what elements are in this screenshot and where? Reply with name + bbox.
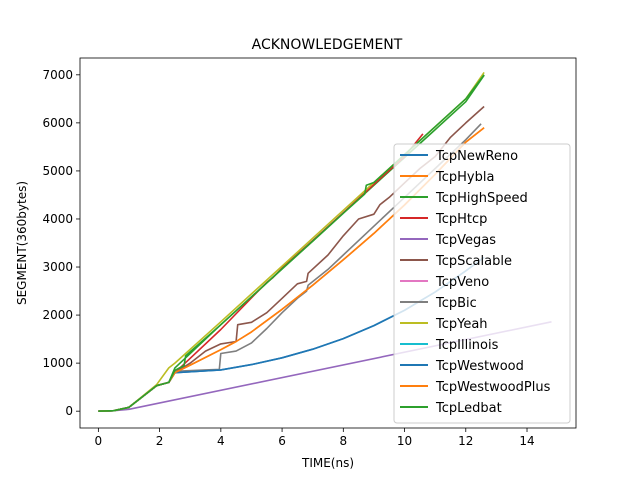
y-tick-label: 0 xyxy=(65,404,73,418)
x-tick-label: 8 xyxy=(339,434,347,448)
legend-label-tcpledbat: TcpLedbat xyxy=(435,401,502,416)
legend-label-tcpvegas: TcpVegas xyxy=(435,233,496,248)
x-tick-label: 14 xyxy=(519,434,534,448)
series-lines xyxy=(98,71,552,412)
y-axis-ticks: 0 1000 2000 3000 4000 5000 6000 7000 xyxy=(42,68,80,418)
legend-label-tcphighspeed: TcpHighSpeed xyxy=(435,191,528,206)
y-tick-label: 3000 xyxy=(42,260,73,274)
x-tick-label: 2 xyxy=(156,434,164,448)
x-tick-label: 12 xyxy=(458,434,473,448)
chart-title: ACKNOWLEDGEMENT xyxy=(252,37,403,53)
x-tick-label: 10 xyxy=(397,434,412,448)
x-tick-label: 4 xyxy=(217,434,225,448)
legend-label-tcpyeah: TcpYeah xyxy=(435,317,488,332)
y-tick-label: 2000 xyxy=(42,308,73,322)
legend-label-tcphtcp: TcpHtcp xyxy=(435,212,487,227)
legend-label-tcpbic: TcpBic xyxy=(435,296,477,311)
y-tick-label: 6000 xyxy=(42,116,73,130)
legend-box xyxy=(393,143,571,424)
y-tick-label: 7000 xyxy=(42,68,73,82)
legend-label-tcpwestwoodplus: TcpWestwoodPlus xyxy=(435,380,551,395)
x-tick-label: 0 xyxy=(95,434,103,448)
x-axis-ticks: 0 2 4 6 8 10 12 14 xyxy=(95,428,535,448)
y-tick-label: 4000 xyxy=(42,212,73,226)
legend-label-tcpscalable: TcpScalable xyxy=(435,254,512,269)
legend-label-tcpnewreno: TcpNewReno xyxy=(435,149,518,164)
legend: TcpNewReno TcpHybla TcpHighSpeed TcpHtcp Tcp… xyxy=(393,143,571,424)
legend-label-tcphybla: TcpHybla xyxy=(435,170,494,185)
legend-label-tcpveno: TcpVeno xyxy=(435,275,489,290)
y-axis-label: SEGMENT(360bytes) xyxy=(15,181,29,305)
x-tick-label: 6 xyxy=(278,434,286,448)
y-tick-label: 1000 xyxy=(42,356,73,370)
x-axis-label: TIME(ns) xyxy=(301,456,354,470)
legend-label-tcpwestwood: TcpWestwood xyxy=(435,359,524,374)
plot-frame xyxy=(79,57,577,429)
y-tick-label: 5000 xyxy=(42,164,73,178)
legend-label-tcpillinois: TcpIllinois xyxy=(435,338,499,353)
